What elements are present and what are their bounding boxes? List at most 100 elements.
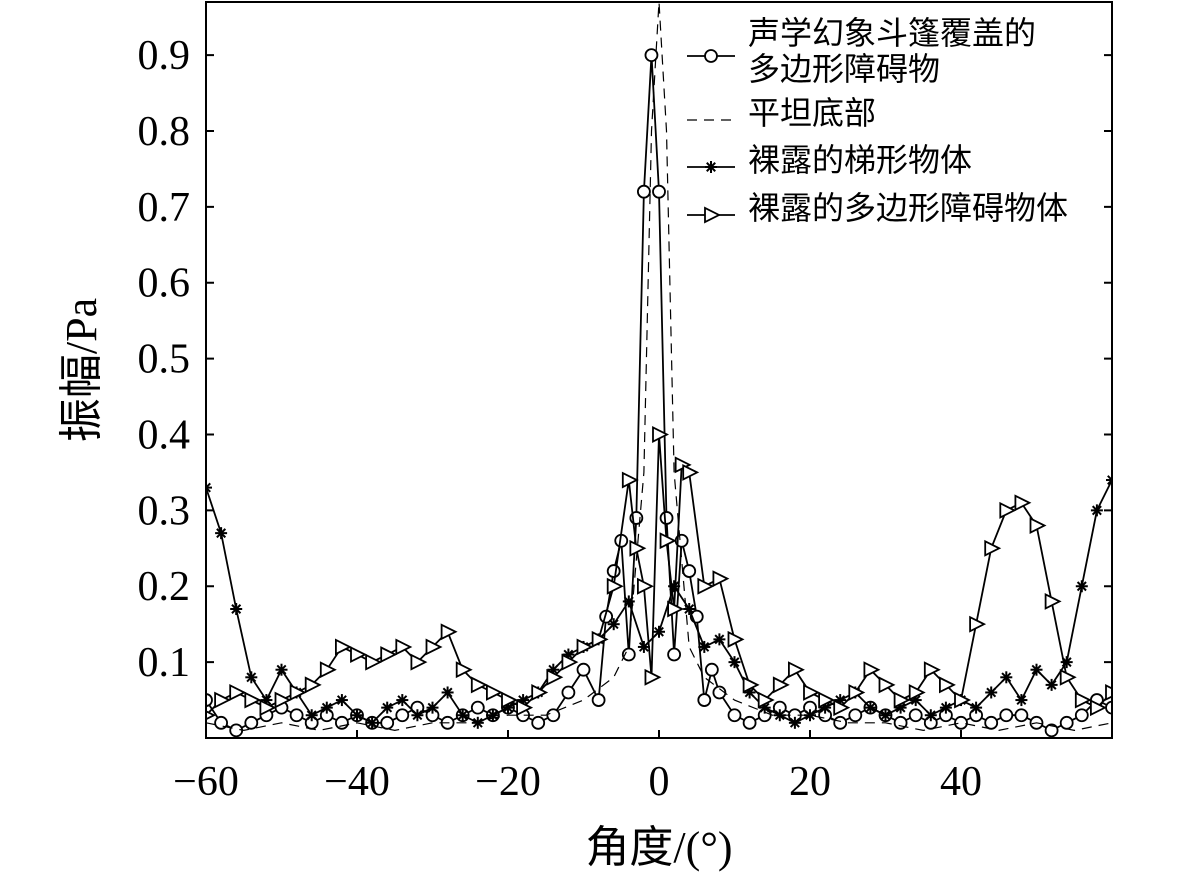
data-point — [229, 723, 244, 738]
data-point — [985, 686, 998, 699]
data-point — [289, 708, 304, 723]
data-point — [441, 686, 454, 699]
data-point — [788, 661, 805, 679]
series-line — [206, 479, 1112, 724]
data-point — [411, 709, 424, 722]
data-point — [727, 708, 742, 723]
series-layer — [206, 2, 1112, 738]
data-point — [470, 676, 488, 694]
data-point — [652, 426, 670, 443]
asterisk-stroke — [608, 619, 619, 630]
data-point — [576, 638, 594, 656]
data-point — [742, 676, 760, 694]
asterisk-stroke — [472, 717, 483, 728]
data-point — [531, 715, 546, 730]
data-point — [1090, 504, 1103, 517]
asterisk-stroke — [654, 626, 664, 637]
asterisk-stroke — [714, 634, 725, 645]
data-point — [637, 184, 651, 199]
data-point — [546, 668, 564, 686]
asterisk-stroke — [971, 702, 982, 713]
asterisk-stroke — [1001, 672, 1012, 683]
data-point — [668, 580, 681, 593]
asterisk-stroke — [820, 702, 831, 713]
legend-label: 裸露的多边形障碍物体 — [748, 190, 1068, 226]
data-point — [455, 661, 473, 679]
data-point — [712, 570, 730, 588]
data-point — [229, 684, 247, 701]
asterisk-stroke — [805, 710, 815, 721]
legend-label: 声学幻象斗篷覆盖的 — [748, 15, 1036, 51]
data-point — [1074, 691, 1092, 709]
asterisk-stroke — [865, 702, 876, 713]
data-point — [501, 691, 519, 709]
data-point — [939, 676, 956, 694]
data-point — [335, 694, 348, 707]
data-point — [984, 715, 999, 730]
asterisk-stroke — [1031, 664, 1042, 675]
data-point — [245, 671, 258, 684]
y-tick-label: 0.6 — [138, 261, 191, 307]
data-point — [396, 694, 409, 707]
data-point — [970, 701, 983, 714]
data-point — [502, 701, 514, 714]
data-point — [698, 640, 711, 653]
data-point — [833, 715, 848, 730]
data-point — [864, 701, 877, 714]
data-point — [320, 701, 333, 714]
asterisk-stroke — [306, 710, 317, 721]
data-point — [969, 615, 987, 633]
data-point — [206, 693, 213, 707]
asterisk-stroke — [729, 657, 740, 668]
asterisk-stroke — [759, 702, 770, 713]
data-point — [773, 709, 786, 722]
data-point — [606, 577, 624, 595]
data-point — [214, 715, 229, 730]
y-tick-label: 0.1 — [138, 640, 191, 686]
data-point — [1059, 668, 1077, 686]
data-point — [1059, 715, 1074, 730]
data-point — [334, 715, 349, 730]
x-axis: −60 −40 −20 0 20 40 — [173, 730, 982, 805]
data-point — [924, 709, 937, 722]
y-axis-title: 振幅/Pa — [57, 298, 106, 442]
data-point — [804, 709, 816, 722]
asterisk-stroke — [925, 710, 936, 721]
data-point — [621, 471, 639, 489]
legend-label: 平坦底部 — [748, 95, 876, 131]
data-point — [697, 577, 715, 595]
legend-background — [680, 14, 1100, 240]
data-point — [471, 716, 484, 729]
data-point — [576, 662, 591, 677]
asterisk-stroke — [321, 702, 332, 713]
x-tick-label: −60 — [173, 759, 239, 805]
data-point — [334, 638, 352, 656]
asterisk-stroke — [1107, 475, 1112, 482]
asterisk-stroke — [940, 702, 951, 713]
data-point — [274, 691, 292, 709]
data-point — [381, 701, 394, 714]
x-axis-title: 角度/(°) — [585, 823, 732, 872]
data-point — [380, 646, 398, 663]
data-point — [485, 684, 503, 701]
data-point — [1105, 684, 1112, 701]
data-point — [214, 691, 232, 709]
data-point — [848, 684, 866, 701]
data-point — [366, 716, 379, 729]
data-point — [939, 701, 952, 714]
data-point — [1075, 580, 1088, 593]
data-point — [772, 676, 790, 694]
data-point — [1090, 699, 1107, 717]
data-point — [244, 691, 262, 709]
asterisk-stroke — [895, 702, 906, 713]
asterisk-stroke — [397, 695, 408, 706]
data-point — [1074, 708, 1089, 723]
data-point — [244, 715, 259, 730]
data-point — [908, 708, 923, 723]
data-point — [954, 691, 972, 709]
data-point — [425, 638, 443, 656]
asterisk-stroke — [910, 695, 921, 706]
y-tick-label: 0.8 — [138, 109, 191, 155]
